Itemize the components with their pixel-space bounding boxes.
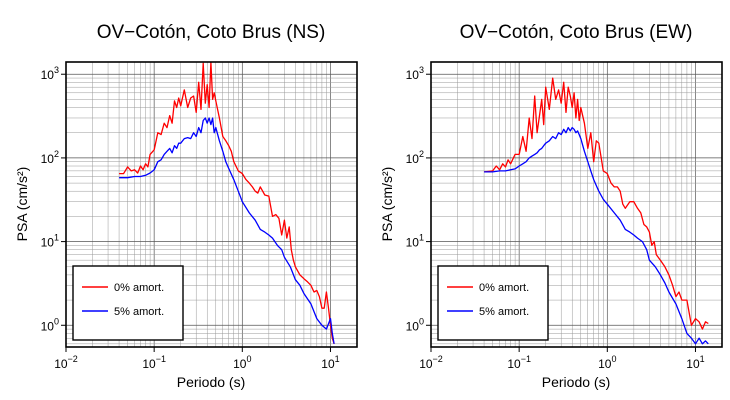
x-axis-label: Periodo (s) — [177, 374, 245, 390]
legend-label-0pct: 0% amort. — [114, 282, 164, 294]
series-line-5pct — [119, 117, 335, 344]
x-axis-label: Periodo (s) — [542, 374, 610, 390]
series-line-0pct — [484, 77, 709, 330]
y-tick-label: 100 — [406, 316, 424, 333]
series-line-5pct — [484, 126, 709, 345]
series-group — [119, 62, 335, 344]
y-axis-label: PSA (cm/s²) — [379, 167, 395, 242]
legend-box — [72, 265, 184, 341]
chart-ew: OV−Cotón, Coto Brus (EW) 10−2 10−1 100 101 … — [379, 22, 723, 390]
x-tick-label: 101 — [321, 354, 339, 371]
plot-frame — [430, 61, 723, 348]
series-line-0pct — [119, 62, 335, 344]
x-tick-label: 10−1 — [142, 354, 166, 371]
plot-frame — [65, 61, 358, 348]
x-tick-label: 10−2 — [419, 354, 443, 371]
y-tick-label: 102 — [406, 149, 424, 166]
x-tick-label: 101 — [686, 354, 704, 371]
x-tick-label: 100 — [598, 354, 616, 371]
chart-title: OV−Cotón, Coto Brus (EW) — [460, 22, 693, 43]
y-axis-ticks: 100 101 102 103 — [406, 65, 431, 333]
legend-label-5pct: 5% amort. — [479, 306, 529, 318]
legend-box — [437, 265, 549, 341]
legend-label-0pct: 0% amort. — [479, 282, 529, 294]
legend: 0% amort. 5% amort. — [437, 265, 549, 341]
y-tick-label: 101 — [41, 233, 59, 250]
series-group — [484, 77, 709, 345]
x-tick-label: 10−2 — [54, 354, 78, 371]
y-axis-label: PSA (cm/s²) — [14, 167, 30, 242]
chart-title: OV−Cotón, Coto Brus (NS) — [97, 22, 326, 43]
x-tick-label: 10−1 — [507, 354, 531, 371]
y-tick-label: 103 — [41, 65, 59, 82]
y-tick-label: 103 — [406, 65, 424, 82]
x-tick-label: 100 — [233, 354, 251, 371]
y-tick-label: 100 — [41, 316, 59, 333]
x-axis-ticks: 10−2 10−1 100 101 — [54, 347, 340, 371]
y-tick-label: 101 — [406, 233, 424, 250]
y-tick-label: 102 — [41, 149, 59, 166]
x-axis-ticks: 10−2 10−1 100 101 — [419, 347, 705, 371]
legend-label-5pct: 5% amort. — [114, 306, 164, 318]
y-axis-ticks: 100 101 102 103 — [41, 65, 66, 333]
chart-ns: OV−Cotón, Coto Brus (NS) 10−2 10−1 100 101 … — [14, 22, 358, 390]
legend: 0% amort. 5% amort. — [72, 265, 184, 341]
